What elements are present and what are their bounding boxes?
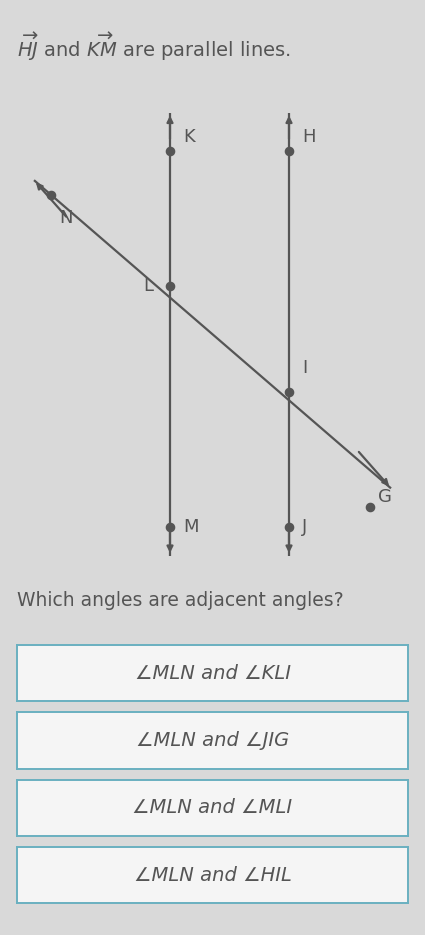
Text: $\overrightarrow{HJ}$ and $\overrightarrow{KM}$ are parallel lines.: $\overrightarrow{HJ}$ and $\overrightarr… bbox=[17, 31, 291, 63]
Text: ∠MLN and ∠HIL: ∠MLN and ∠HIL bbox=[133, 866, 292, 885]
Point bbox=[286, 519, 292, 534]
Text: ∠MLN and ∠KLI: ∠MLN and ∠KLI bbox=[134, 664, 291, 683]
Point bbox=[167, 279, 173, 294]
Text: G: G bbox=[378, 488, 392, 506]
Text: H: H bbox=[302, 128, 315, 147]
Point bbox=[366, 499, 373, 514]
Text: Which angles are adjacent angles?: Which angles are adjacent angles? bbox=[17, 591, 344, 611]
Text: N: N bbox=[60, 209, 73, 227]
Point bbox=[48, 187, 54, 202]
Text: I: I bbox=[302, 359, 307, 377]
Point bbox=[167, 144, 173, 159]
Text: ∠MLN and ∠MLI: ∠MLN and ∠MLI bbox=[133, 798, 292, 817]
Point bbox=[167, 519, 173, 534]
Point bbox=[286, 144, 292, 159]
Text: ∠MLN and ∠JIG: ∠MLN and ∠JIG bbox=[136, 731, 289, 750]
Point bbox=[286, 384, 292, 399]
Text: L: L bbox=[143, 277, 153, 295]
Text: J: J bbox=[302, 518, 307, 536]
Text: M: M bbox=[183, 518, 198, 536]
Text: K: K bbox=[183, 128, 195, 147]
